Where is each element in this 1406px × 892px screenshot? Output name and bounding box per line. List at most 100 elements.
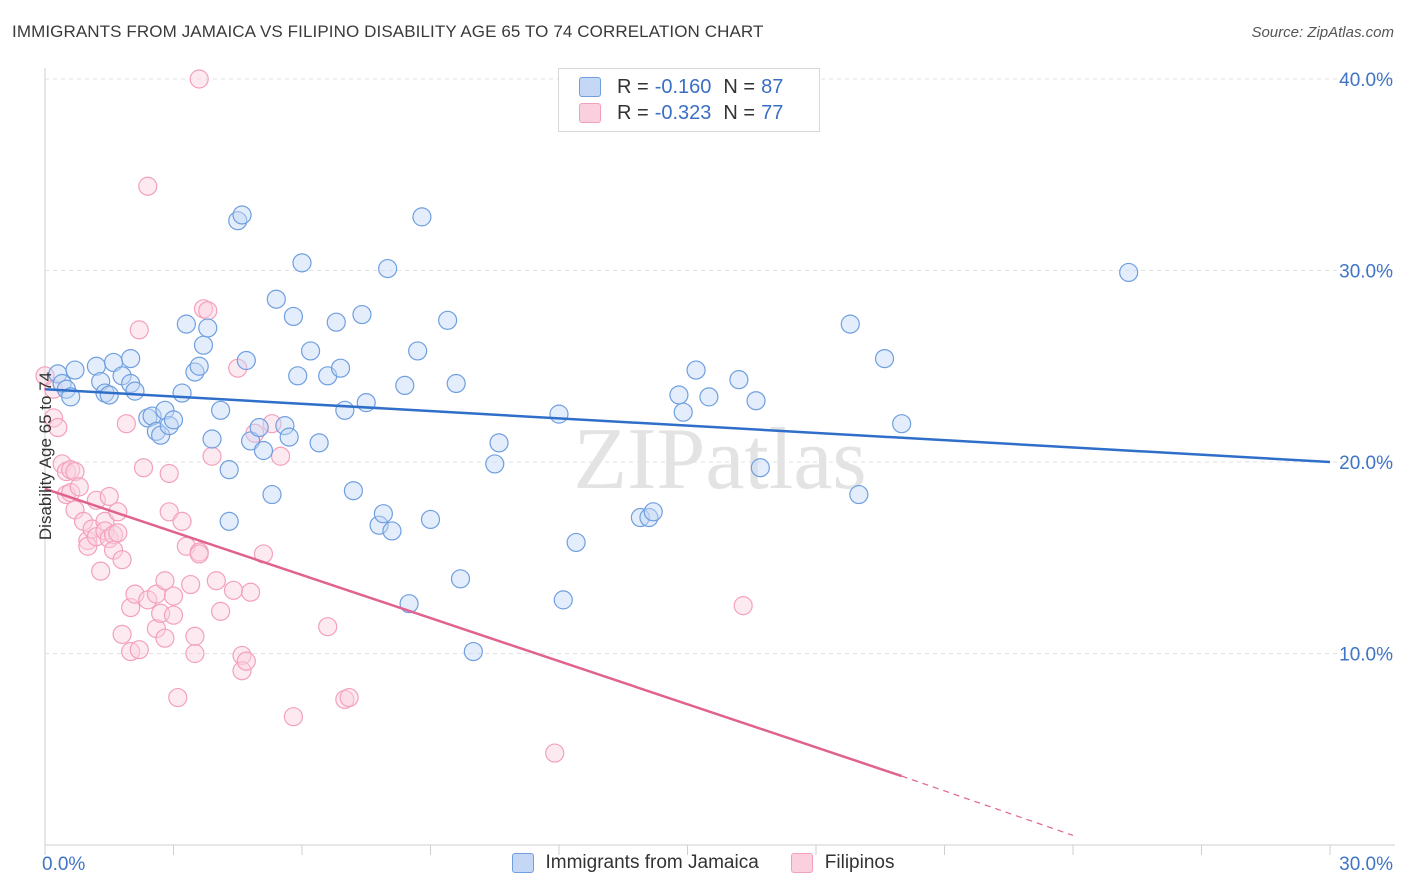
jamaica-point	[378, 258, 398, 279]
n-label: N =	[723, 75, 756, 98]
jamaica-point	[382, 521, 402, 541]
jamaica-point	[193, 335, 214, 355]
jamaica-point	[279, 427, 299, 447]
jamaica-point	[420, 509, 441, 530]
jamaica-point	[219, 511, 239, 531]
filipinos-point	[202, 446, 222, 466]
jamaica-point	[352, 304, 372, 325]
filipinos-point	[108, 502, 128, 522]
chart-title: IMMIGRANTS FROM JAMAICA VS FILIPINO DISA…	[12, 22, 764, 41]
filipinos-point	[185, 626, 205, 646]
filipinos-point	[206, 571, 226, 591]
filipinos-point	[211, 601, 231, 621]
filipinos-point	[185, 643, 205, 664]
legend-swatch-filipinos	[790, 853, 813, 873]
jamaica-point	[198, 318, 218, 338]
x-tick-labels: 0.0% 30.0%	[42, 854, 1393, 875]
filipinos-point	[339, 687, 359, 708]
filipinos-point	[318, 617, 338, 637]
y-tick-label: 10.0%	[1339, 645, 1393, 666]
x-tick-label: 30.0%	[1339, 854, 1393, 875]
filipinos-point	[116, 414, 136, 434]
y-tick-label: 20.0%	[1339, 453, 1393, 474]
y-tick-labels: 10.0% 20.0% 30.0% 40.0%	[1339, 70, 1393, 666]
filipinos-point	[189, 69, 209, 89]
jamaica-point	[300, 341, 321, 361]
filipinos-point	[236, 651, 256, 671]
legend-item-jamaica: Immigrants from Jamaica	[511, 852, 759, 874]
legend-row-filipinos: R = -0.323 N = 77	[579, 101, 789, 125]
filipinos-point	[129, 640, 149, 660]
filipinos-point	[155, 571, 175, 591]
jamaica-point	[121, 348, 141, 369]
jamaica-point	[232, 205, 252, 225]
jamaica-point	[211, 400, 231, 420]
filipinos-point	[181, 574, 201, 595]
series-legend: Immigrants from Jamaica Filipinos	[0, 852, 1406, 874]
jamaica-point	[219, 460, 239, 480]
filipinos-point	[163, 586, 184, 606]
jamaica-point	[373, 504, 393, 524]
filipinos-point	[241, 582, 261, 602]
source-label: Source: ZipAtlas.com	[1251, 24, 1394, 41]
r-value-jamaica: -0.160	[654, 75, 712, 98]
filipinos-point	[283, 707, 304, 727]
legend-swatch-jamaica	[579, 77, 601, 97]
jamaica-point	[275, 416, 295, 436]
filipinos-point	[65, 461, 85, 482]
jamaica-point	[309, 433, 329, 453]
jamaica-point	[99, 385, 119, 405]
filipinos-point	[43, 408, 64, 428]
jamaica-point	[485, 454, 505, 474]
jamaica-point	[463, 641, 483, 662]
jamaica-point	[266, 289, 286, 309]
jamaica-point	[553, 590, 573, 610]
jamaica-point	[566, 532, 586, 553]
jamaica-point	[241, 431, 261, 451]
jamaica-point	[189, 356, 209, 376]
filipinos-point	[129, 320, 149, 340]
filipinos-point	[99, 486, 119, 507]
filipinos-point	[159, 463, 179, 484]
x-tick-label: 0.0%	[42, 854, 85, 875]
r-label: R =	[617, 101, 649, 124]
jamaica-point	[61, 387, 81, 407]
filipinos-point	[112, 624, 132, 644]
jamaica-point	[643, 502, 663, 522]
jamaica-point	[669, 385, 689, 405]
filipinos-point	[48, 417, 68, 438]
n-value-jamaica: 87	[761, 75, 784, 98]
y-tick-label: 30.0%	[1339, 262, 1393, 283]
filipinos-point	[91, 561, 111, 581]
jamaica-point	[330, 358, 351, 378]
jamaica-point	[438, 310, 458, 330]
filipinos-point	[545, 743, 565, 763]
filipinos-trend-extension	[901, 775, 1074, 836]
y-tick-label: 40.0%	[1339, 70, 1393, 91]
jamaica-point	[91, 371, 111, 392]
jamaica-point	[253, 440, 274, 461]
y-axis-label: Disability Age 65 to 74	[36, 371, 55, 541]
filipinos-point	[172, 511, 192, 531]
jamaica-trend-line	[44, 387, 1331, 464]
jamaica-point	[283, 306, 304, 327]
legend-label-filipinos: Filipinos	[824, 852, 895, 873]
legend-item-filipinos: Filipinos	[790, 852, 895, 874]
filipinos-point	[163, 605, 184, 625]
filipinos-point	[108, 523, 128, 543]
jamaica-point	[395, 375, 415, 395]
filipinos-point	[270, 446, 291, 466]
filipinos-point	[155, 628, 175, 648]
jamaica-point	[412, 207, 432, 227]
jamaica-point	[262, 484, 282, 505]
watermark: ZIPatlas	[573, 411, 866, 508]
jamaica-point	[450, 569, 471, 589]
jamaica-point	[549, 404, 569, 424]
axes	[44, 68, 1395, 855]
jamaica-point	[446, 373, 466, 394]
jamaica-point	[750, 458, 770, 478]
r-label: R =	[617, 75, 649, 98]
jamaica-point	[125, 381, 145, 401]
jamaica-point	[408, 341, 428, 361]
